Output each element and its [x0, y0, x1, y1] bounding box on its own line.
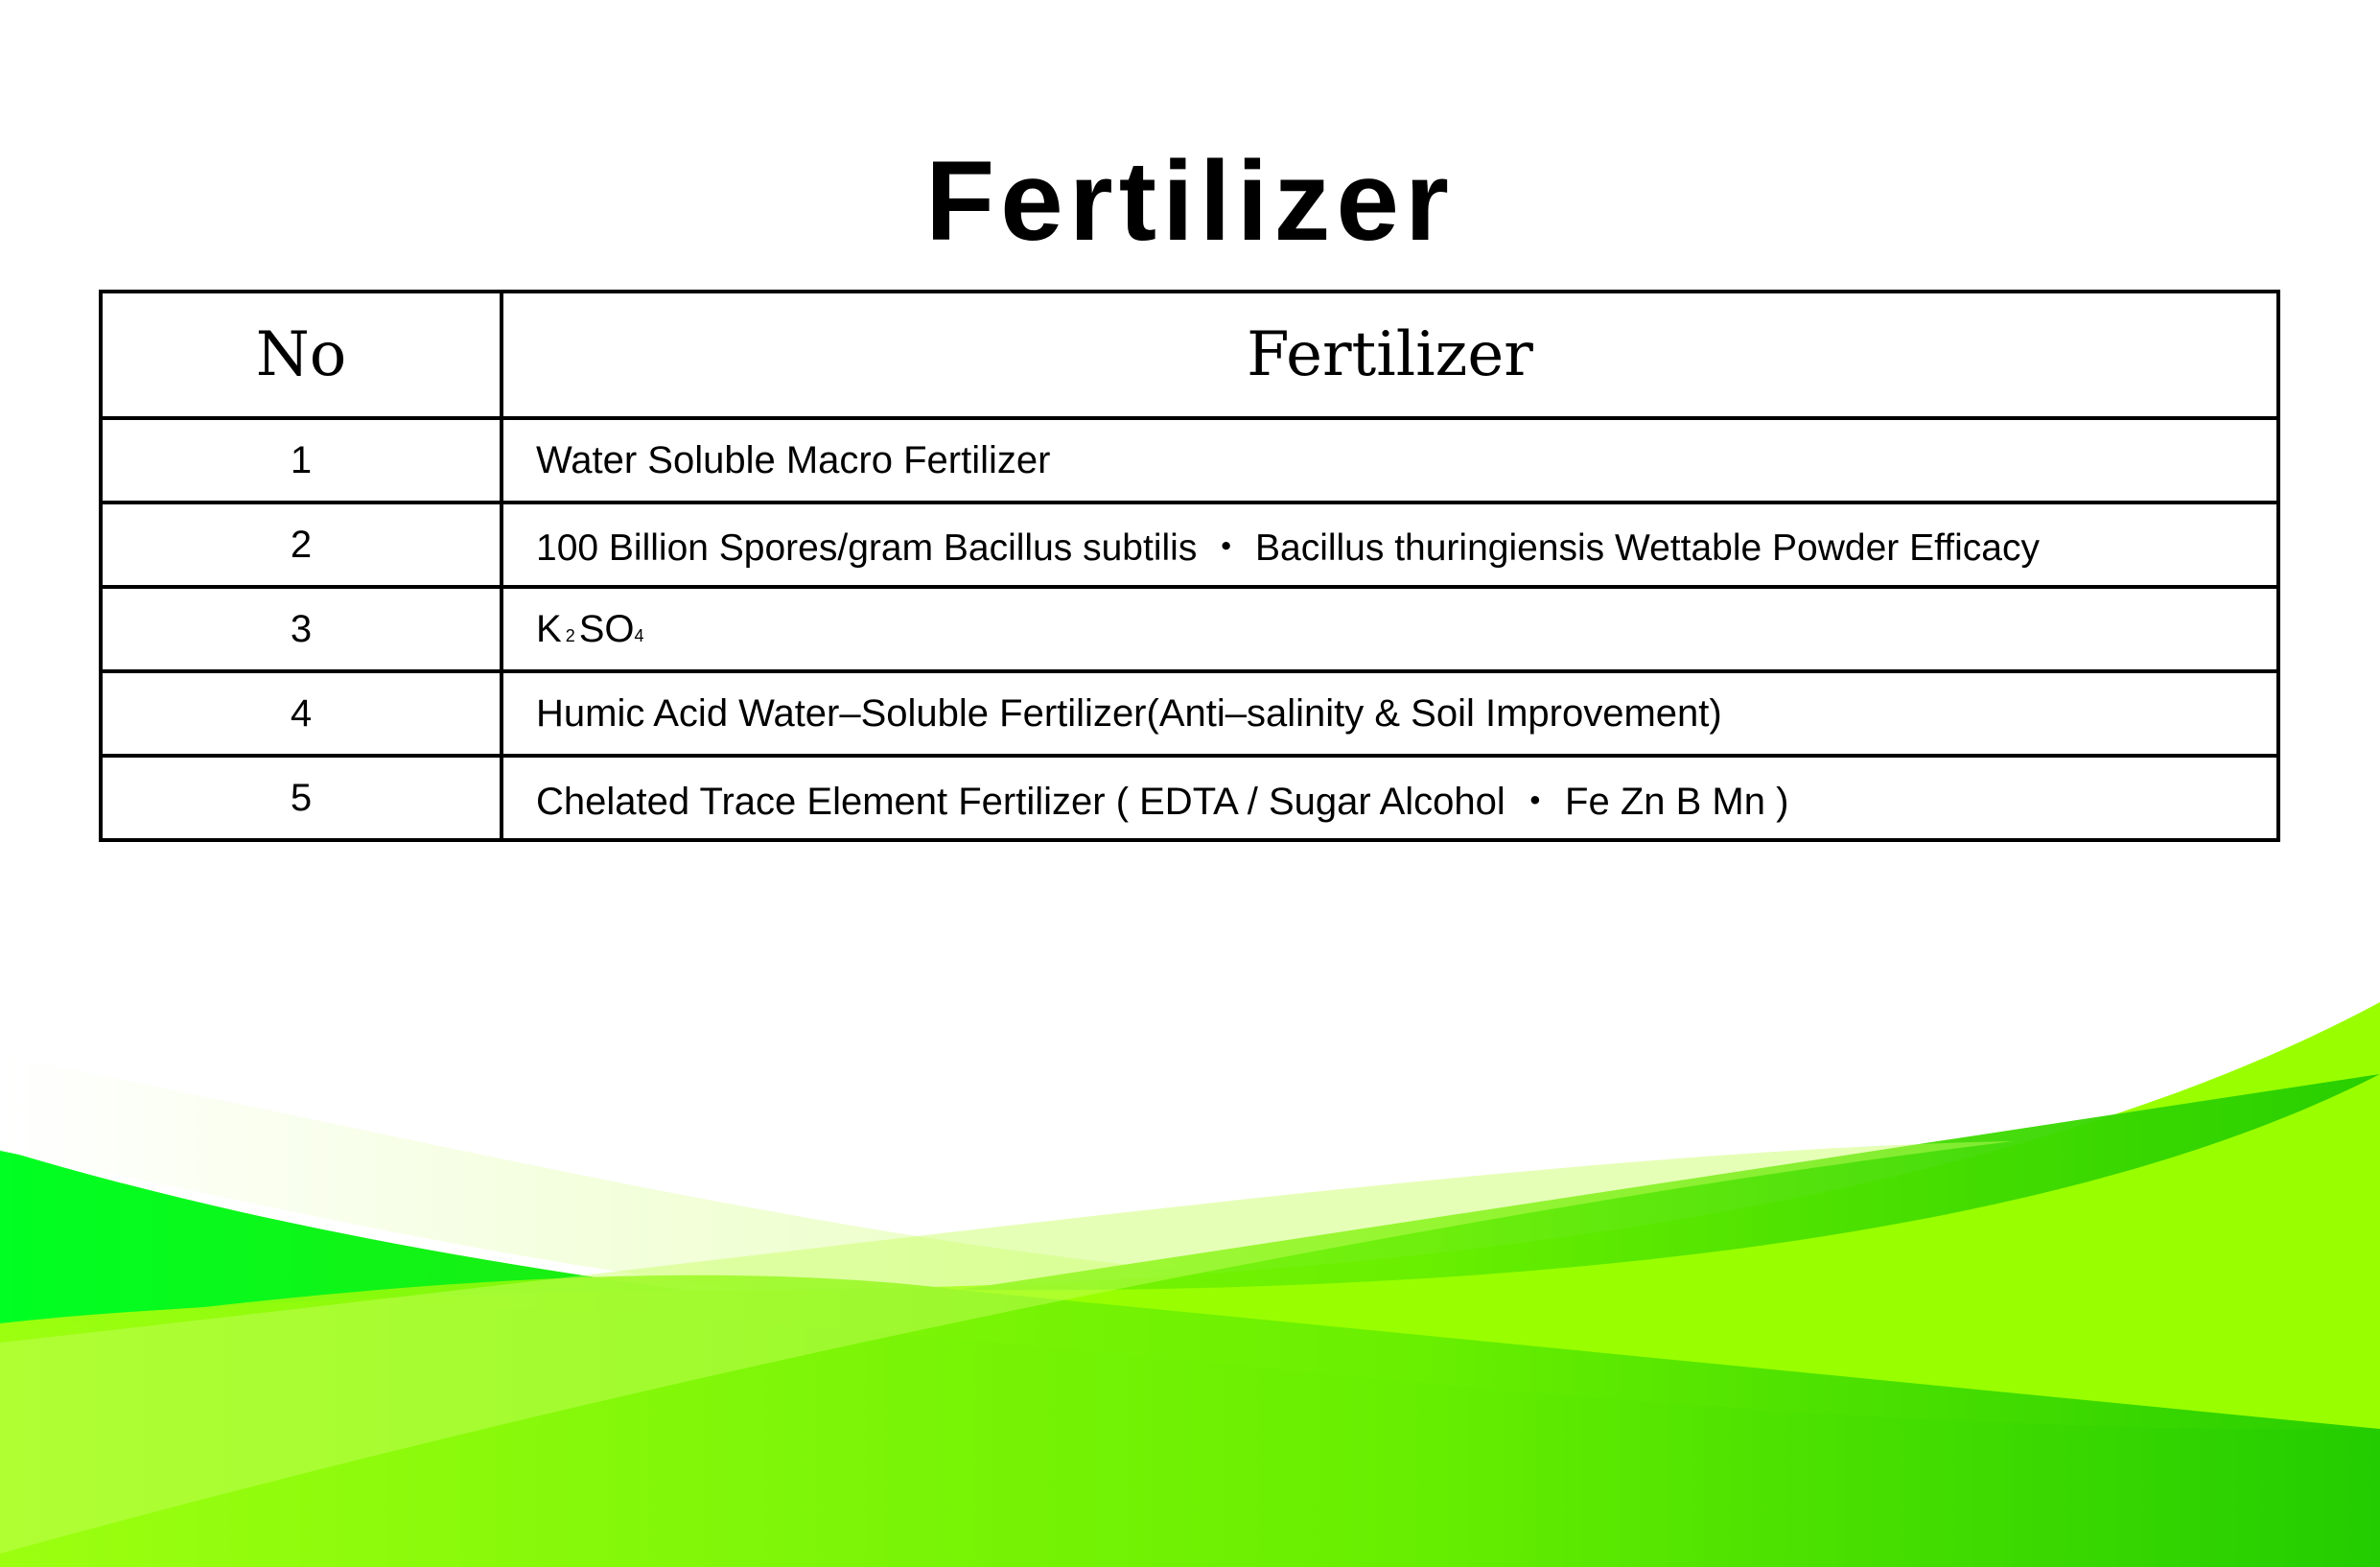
table-row: 2 100 Billion Spores/gram Bacillus subti… — [99, 501, 2280, 589]
wave-front — [0, 1305, 2380, 1567]
row-number: 1 — [99, 416, 503, 504]
table-header-row: No Fertilizer — [99, 290, 2280, 420]
row-number: 5 — [99, 754, 503, 842]
table-row: 4 Humic Acid Water–Soluble Fertilizer(An… — [99, 669, 2280, 758]
table-row: 5 Chelated Trace Element Fertilizer ( ED… — [99, 754, 2280, 842]
row-fertilizer-name: 100 Billion Spores/gram Bacillus subtili… — [500, 501, 2280, 589]
table-row: 1 Water Soluble Macro Fertilizer — [99, 416, 2280, 504]
row-fertilizer-name: Water Soluble Macro Fertilizer — [500, 416, 2280, 504]
fertilizer-table: No Fertilizer 1 Water Soluble Macro Fert… — [99, 290, 2280, 842]
page-title: Fertilizer — [925, 138, 1455, 265]
row-number: 2 — [99, 501, 503, 589]
row-number: 4 — [99, 669, 503, 758]
header-fertilizer: Fertilizer — [500, 290, 2280, 420]
row-fertilizer-name: K 2 SO4 — [500, 585, 2280, 673]
row-fertilizer-name: Humic Acid Water–Soluble Fertilizer(Anti… — [500, 669, 2280, 758]
row-number: 3 — [99, 585, 503, 673]
formula-so: SO — [578, 607, 635, 650]
formula-sub-4: 4 — [634, 625, 644, 645]
wave-light-band — [0, 1141, 2014, 1554]
header-no: No — [99, 290, 503, 420]
formula-sub-2: 2 — [565, 625, 575, 645]
table-row: 3 K 2 SO4 — [99, 585, 2280, 673]
row-fertilizer-name: Chelated Trace Element Fertilizer ( EDTA… — [500, 754, 2280, 842]
formula-k: K — [536, 607, 562, 650]
